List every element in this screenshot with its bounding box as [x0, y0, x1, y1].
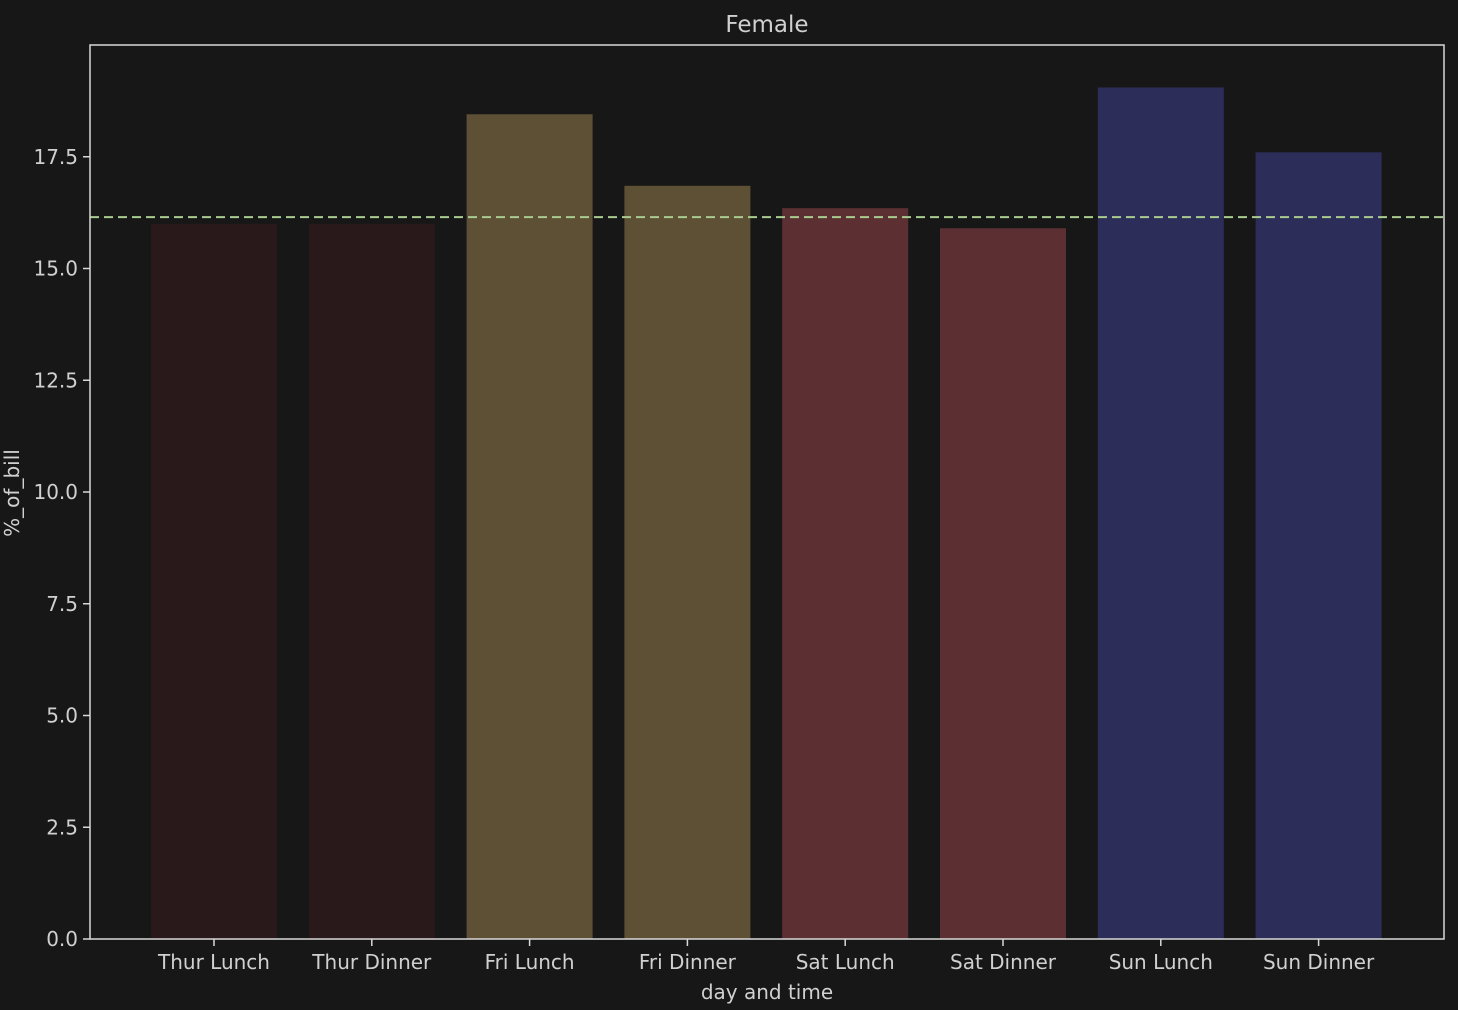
- x-tick-label: Fri Lunch: [485, 950, 575, 974]
- x-axis-ticks: Thur Lunch Thur Dinner Fri Lunch Fri Dinner…: [157, 939, 1375, 974]
- x-tick-label: Sun Lunch: [1109, 950, 1213, 974]
- x-tick-label: Thur Lunch: [157, 950, 270, 974]
- y-tick-label: 5.0: [46, 704, 78, 728]
- x-tick-label: Fri Dinner: [639, 950, 737, 974]
- bar-fri-lunch: [466, 114, 593, 939]
- y-axis-ticks: 0.0 2.5 5.0 7.5 10.0 12.5 15.0 17.5: [33, 145, 90, 951]
- x-axis-label: day and time: [701, 980, 833, 1004]
- y-tick-label: 7.5: [46, 592, 78, 616]
- y-tick-label: 15.0: [33, 257, 78, 281]
- bar-sun-lunch: [1097, 87, 1224, 940]
- bar-sat-dinner: [940, 228, 1066, 939]
- x-tick-label: Thur Dinner: [311, 950, 432, 974]
- bar-sat-lunch: [782, 208, 909, 939]
- y-tick-label: 10.0: [33, 480, 78, 504]
- bar-thur-lunch: [151, 223, 277, 940]
- x-tick-label: Sat Lunch: [796, 950, 895, 974]
- y-tick-label: 2.5: [46, 815, 78, 839]
- x-tick-label: Sat Dinner: [950, 950, 1057, 974]
- bar-fri-dinner: [624, 185, 751, 939]
- chart-title: Female: [725, 12, 808, 38]
- bars-group: [151, 87, 1382, 940]
- y-axis-label: %_of_bill: [0, 449, 24, 537]
- bar-thur-dinner: [308, 223, 435, 940]
- y-tick-label: 0.0: [46, 927, 78, 951]
- y-tick-label: 17.5: [33, 145, 78, 169]
- y-tick-label: 12.5: [33, 368, 78, 392]
- bar-sun-dinner: [1255, 152, 1382, 939]
- x-tick-label: Sun Dinner: [1263, 950, 1375, 974]
